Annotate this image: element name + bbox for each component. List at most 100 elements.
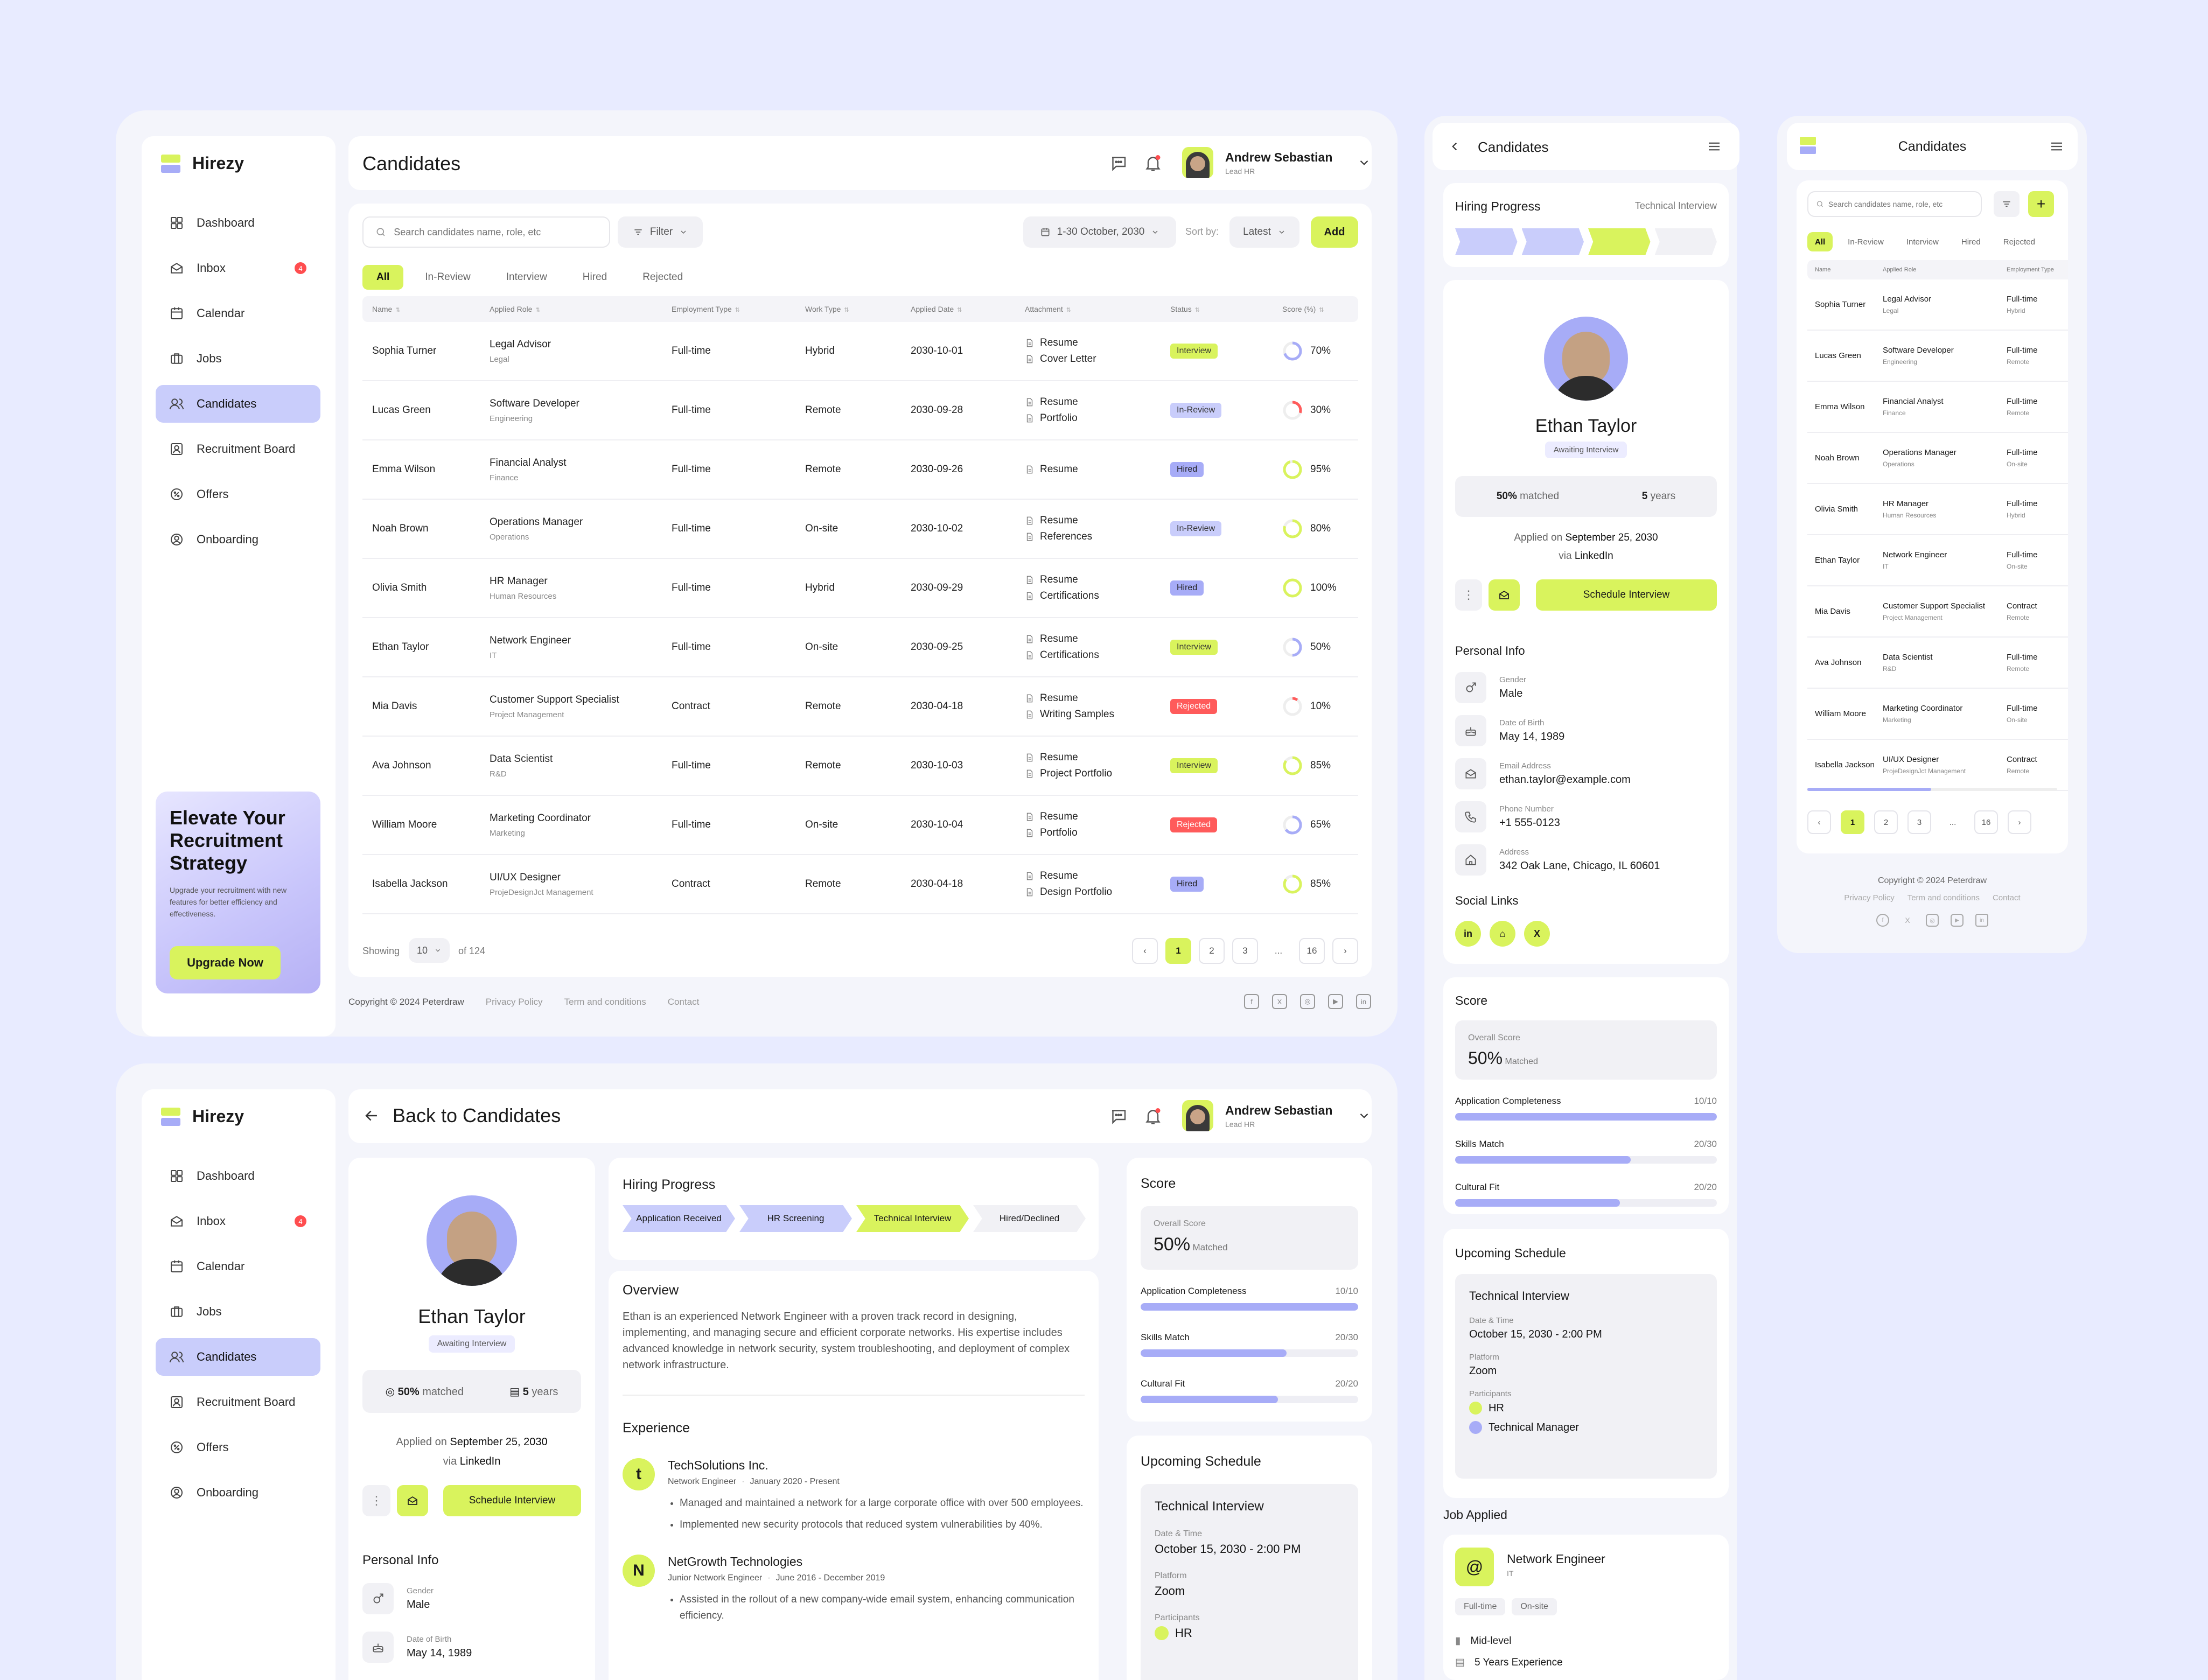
instagram-icon[interactable]: ◎ xyxy=(1300,994,1315,1009)
sidebar-item-inbox[interactable]: Inbox 4 xyxy=(156,1202,320,1240)
x-icon[interactable]: X xyxy=(1905,916,1910,925)
attachment-link[interactable]: Portfolio xyxy=(1025,825,1170,841)
tab-rejected[interactable]: Rejected xyxy=(642,271,683,283)
sidebar-item-offers[interactable]: Offers xyxy=(156,475,320,513)
page-button[interactable]: 1 xyxy=(1841,810,1864,834)
page-button[interactable]: 3 xyxy=(1232,938,1258,964)
tab-interview[interactable]: Interview xyxy=(506,271,547,283)
column-header[interactable]: Applied Role ⇅ xyxy=(490,305,541,313)
horizontal-scrollbar[interactable] xyxy=(1807,788,2057,791)
table-row[interactable]: Ava Johnson Data Scientist R&D Full-time Rem… xyxy=(362,737,1358,796)
tab-hired[interactable]: Hired xyxy=(1961,237,1981,247)
table-row[interactable]: Noah Brown Operations Manager Operations Fu… xyxy=(362,500,1358,559)
user-menu[interactable]: Andrew Sebastian Lead HR xyxy=(1182,1100,1371,1131)
add-button[interactable]: Add xyxy=(1311,216,1358,248)
sidebar-item-recruitment-board[interactable]: Recruitment Board xyxy=(156,1383,320,1421)
upgrade-button[interactable]: Upgrade Now xyxy=(170,946,281,979)
x-icon[interactable]: X xyxy=(1524,921,1550,947)
table-row[interactable]: Ethan Taylor Network Engineer IT Full-time O… xyxy=(362,618,1358,677)
sidebar-item-onboarding[interactable]: Onboarding xyxy=(156,521,320,558)
chat-icon[interactable] xyxy=(1109,153,1128,173)
page-button[interactable]: 1 xyxy=(1165,938,1191,964)
attachment-link[interactable]: Resume xyxy=(1025,461,1170,478)
attachment-link[interactable]: Writing Samples xyxy=(1025,706,1170,723)
per-page-select[interactable]: 10 xyxy=(409,938,450,963)
sidebar-item-recruitment-board[interactable]: Recruitment Board xyxy=(156,430,320,468)
next-page-button[interactable]: › xyxy=(1332,938,1358,964)
column-header[interactable]: Employment Type ⇅ xyxy=(672,305,740,313)
table-row[interactable]: Isabella Jackson UI/UX Designer ProjeDesig… xyxy=(1807,740,2068,791)
sidebar-item-inbox[interactable]: Inbox 4 xyxy=(156,249,320,287)
youtube-icon[interactable]: ▶ xyxy=(1951,914,1964,927)
sidebar-item-calendar[interactable]: Calendar xyxy=(156,295,320,332)
tab-hired[interactable]: Hired xyxy=(582,271,607,283)
table-row[interactable]: Emma Wilson Financial Analyst Finance Full-… xyxy=(362,440,1358,500)
schedule-interview-button[interactable]: Schedule Interview xyxy=(443,1485,581,1516)
search-input[interactable] xyxy=(394,226,609,238)
tab-all[interactable]: All xyxy=(1807,232,1833,251)
column-header[interactable]: Score (%) ⇅ xyxy=(1282,305,1324,313)
attachment-link[interactable]: Resume xyxy=(1025,572,1170,588)
youtube-icon[interactable]: ▶ xyxy=(1328,994,1343,1009)
table-row[interactable]: Ava Johnson Data Scientist R&D Full-time Rem… xyxy=(1807,638,2068,689)
sidebar-item-dashboard[interactable]: Dashboard xyxy=(156,204,320,242)
sidebar-item-offers[interactable]: Offers xyxy=(156,1429,320,1466)
table-row[interactable]: Isabella Jackson UI/UX Designer ProjeDesig… xyxy=(362,855,1358,914)
instagram-icon[interactable]: ◎ xyxy=(1926,914,1939,927)
attachment-link[interactable]: Portfolio xyxy=(1025,410,1170,426)
attachment-link[interactable]: Project Portfolio xyxy=(1025,766,1170,782)
page-button[interactable]: 16 xyxy=(1299,938,1325,964)
chat-icon[interactable] xyxy=(1109,1107,1128,1126)
date-range-picker[interactable]: 1-30 October, 2030 xyxy=(1023,216,1176,248)
footer-link[interactable]: Contact xyxy=(667,997,700,1007)
more-button[interactable]: ⋮ xyxy=(362,1485,390,1516)
table-row[interactable]: Lucas Green Software Developer Engineering… xyxy=(1807,331,2068,382)
more-button[interactable]: ⋮ xyxy=(1455,579,1482,611)
sidebar-item-calendar[interactable]: Calendar xyxy=(156,1248,320,1285)
menu-icon[interactable] xyxy=(1706,138,1722,155)
sidebar-item-dashboard[interactable]: Dashboard xyxy=(156,1157,320,1195)
sidebar-item-jobs[interactable]: Jobs xyxy=(156,340,320,377)
tab-rejected[interactable]: Rejected xyxy=(2003,237,2035,247)
table-row[interactable]: Ethan Taylor Network Engineer IT Full-time O… xyxy=(1807,535,2068,586)
facebook-icon[interactable]: f xyxy=(1244,994,1259,1009)
attachment-link[interactable]: Certifications xyxy=(1025,588,1170,604)
table-row[interactable]: Sophia Turner Legal Advisor Legal Full-time… xyxy=(362,322,1358,381)
page-button[interactable]: 2 xyxy=(1199,938,1225,964)
filter-icon[interactable] xyxy=(1994,191,2020,217)
column-header[interactable]: Work Type ⇅ xyxy=(805,305,849,313)
attachment-link[interactable]: Resume xyxy=(1025,394,1170,410)
next-page-button[interactable]: › xyxy=(2008,810,2031,834)
tab-interview[interactable]: Interview xyxy=(1906,237,1939,247)
table-row[interactable]: William Moore Marketing Coordinator Market… xyxy=(362,796,1358,855)
add-icon[interactable]: + xyxy=(2028,191,2054,217)
table-row[interactable]: Noah Brown Operations Manager Operations Fu… xyxy=(1807,433,2068,484)
column-header[interactable]: Applied Date ⇅ xyxy=(911,305,962,313)
column-header[interactable]: Name ⇅ xyxy=(372,305,401,313)
column-header[interactable]: Status ⇅ xyxy=(1170,305,1200,313)
footer-link[interactable]: Privacy Policy xyxy=(485,997,543,1007)
column-header[interactable]: Attachment ⇅ xyxy=(1025,305,1072,313)
page-button[interactable]: 16 xyxy=(1974,810,1998,834)
linkedin-icon[interactable]: in xyxy=(1975,914,1988,927)
tab-all[interactable]: All xyxy=(362,265,404,290)
attachment-link[interactable]: Resume xyxy=(1025,631,1170,647)
page-button[interactable]: 3 xyxy=(1907,810,1931,834)
page-button[interactable]: 2 xyxy=(1874,810,1898,834)
sort-select[interactable]: Latest xyxy=(1229,216,1299,248)
bell-icon[interactable] xyxy=(1143,153,1163,173)
filter-button[interactable]: Filter xyxy=(618,216,703,248)
bell-icon[interactable] xyxy=(1143,1107,1163,1126)
schedule-item[interactable]: Technical Interview Date & Time October … xyxy=(1141,1484,1358,1680)
attachment-link[interactable]: Resume xyxy=(1025,513,1170,529)
attachment-link[interactable]: Resume xyxy=(1025,335,1170,351)
search-input[interactable] xyxy=(1828,200,1981,208)
chevron-left-icon[interactable] xyxy=(1448,139,1462,153)
attachment-link[interactable]: Cover Letter xyxy=(1025,351,1170,367)
table-row[interactable]: Lucas Green Software Developer Engineering… xyxy=(362,381,1358,440)
table-row[interactable]: Olivia Smith HR Manager Human Resources Ful… xyxy=(1807,484,2068,535)
attachment-link[interactable]: Resume xyxy=(1025,750,1170,766)
linkedin-icon[interactable]: in xyxy=(1455,921,1481,947)
table-row[interactable]: Emma Wilson Financial Analyst Finance Full-… xyxy=(1807,382,2068,433)
github-icon[interactable]: ⌂ xyxy=(1490,921,1515,947)
